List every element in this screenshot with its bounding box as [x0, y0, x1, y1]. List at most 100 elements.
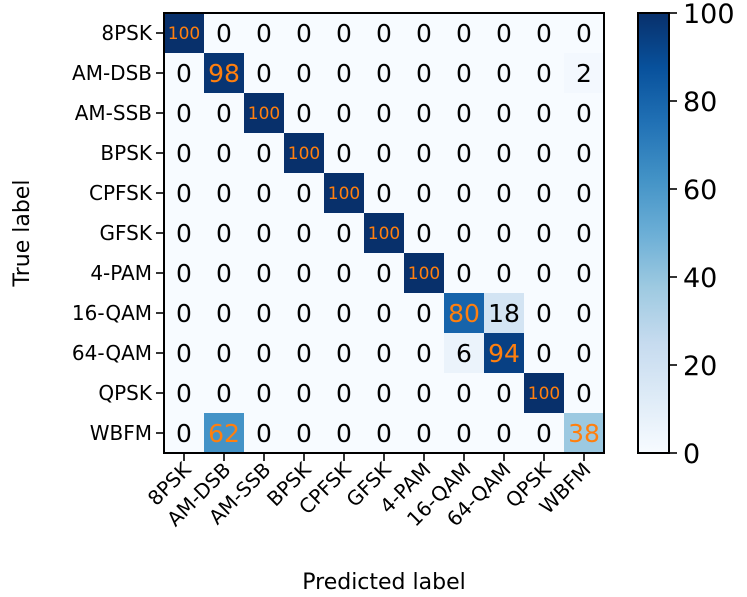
heatmap-cell: [564, 333, 605, 374]
cell-value-label: 0: [416, 339, 432, 368]
cell-value-label: 0: [496, 179, 512, 208]
heatmap-cell: [524, 133, 565, 174]
cell-value-label: 0: [456, 99, 472, 128]
cell-value-label: 0: [576, 139, 592, 168]
cell-value-label: 0: [336, 259, 352, 288]
heatmap-cell: [364, 93, 405, 134]
cell-value-label: 18: [488, 299, 520, 328]
heatmap-cell: [324, 293, 365, 334]
cell-value-label: 0: [216, 179, 232, 208]
cell-value-label: 0: [416, 379, 432, 408]
heatmap-cell: [164, 53, 205, 94]
heatmap-cell: [164, 293, 205, 334]
cell-value-label: 0: [536, 219, 552, 248]
heatmap-cell: [444, 333, 485, 374]
heatmap-cell: [404, 173, 445, 214]
x-axis-label: Predicted label: [302, 570, 465, 595]
heatmap-cell: [564, 133, 605, 174]
cell-value-label: 0: [376, 259, 392, 288]
heatmap-cell: [324, 213, 365, 254]
heatmap-cell: [404, 293, 445, 334]
cell-value-label: 0: [536, 339, 552, 368]
heatmap-cell: [284, 133, 325, 174]
heatmap-cell: [564, 413, 605, 454]
cell-value-label: 0: [336, 19, 352, 48]
heatmap-cell: [324, 53, 365, 94]
cell-value-label: 0: [416, 299, 432, 328]
cell-value-label: 0: [336, 139, 352, 168]
cell-value-label: 0: [496, 19, 512, 48]
cell-value-label: 0: [456, 19, 472, 48]
heatmap-cell: [284, 13, 325, 54]
cell-value-label: 0: [496, 139, 512, 168]
cell-value-label: 0: [296, 419, 312, 448]
colorbar-tick-label: 20: [683, 351, 717, 382]
heatmap-cell: [364, 333, 405, 374]
heatmap-cell: [524, 333, 565, 374]
cell-value-label: 0: [376, 59, 392, 88]
heatmap-cell: [484, 373, 525, 414]
cell-value-label: 0: [256, 379, 272, 408]
heatmap-cell: [284, 253, 325, 294]
heatmap-cell: [444, 413, 485, 454]
heatmap-cell: [244, 413, 285, 454]
cell-value-label: 0: [496, 59, 512, 88]
heatmap-cell: [204, 173, 245, 214]
cell-value-label: 0: [416, 139, 432, 168]
cell-value-label: 0: [376, 339, 392, 368]
y-tick-label: 64-QAM: [72, 341, 152, 365]
heatmap-cell: [404, 333, 445, 374]
heatmap-cell: [444, 133, 485, 174]
cell-value-label: 0: [176, 379, 192, 408]
colorbar-tick-label: 80: [683, 87, 717, 118]
heatmap-cell: [364, 53, 405, 94]
heatmap-cell: [164, 133, 205, 174]
cell-value-label: 0: [216, 19, 232, 48]
heatmap-cell: [204, 413, 245, 454]
heatmap-cell: [524, 373, 565, 414]
cell-value-label: 0: [536, 419, 552, 448]
heatmap-cell: [484, 213, 525, 254]
cell-value-label: 0: [296, 339, 312, 368]
heatmap-cell: [484, 413, 525, 454]
y-tick-label: CPFSK: [89, 181, 153, 205]
heatmap-cell: [484, 173, 525, 214]
cell-value-label: 0: [576, 299, 592, 328]
heatmap-cell: [324, 93, 365, 134]
heatmap-cell: [484, 253, 525, 294]
cell-value-label: 0: [256, 299, 272, 328]
cell-value-label: 0: [216, 139, 232, 168]
cell-value-label: 0: [416, 19, 432, 48]
matrix-cells: [164, 13, 605, 454]
heatmap-cell: [364, 173, 405, 214]
cell-value-label: 0: [336, 379, 352, 408]
cell-value-label: 98: [208, 59, 240, 88]
heatmap-cell: [564, 93, 605, 134]
cell-value-label: 0: [336, 99, 352, 128]
heatmap-cell: [484, 13, 525, 54]
cell-value-label: 0: [256, 419, 272, 448]
cell-value-label: 0: [376, 179, 392, 208]
heatmap-cell: [404, 133, 445, 174]
heatmap-cell: [244, 213, 285, 254]
y-tick-label: AM-DSB: [72, 61, 152, 85]
cell-value-label: 0: [176, 179, 192, 208]
colorbar: [637, 12, 670, 454]
cell-value-label: 0: [416, 419, 432, 448]
heatmap-cell: [284, 53, 325, 94]
cell-value-label: 0: [216, 339, 232, 368]
cell-value-label: 0: [376, 19, 392, 48]
heatmap-cell: [364, 133, 405, 174]
heatmap-cell: [244, 333, 285, 374]
cell-value-label: 0: [296, 99, 312, 128]
heatmap-cell: [444, 253, 485, 294]
cell-value-label: 0: [376, 139, 392, 168]
cell-value-label: 100: [288, 144, 320, 164]
heatmap-cell: [484, 93, 525, 134]
heatmap-cell: [244, 53, 285, 94]
cell-value-label: 0: [576, 179, 592, 208]
heatmap-cell: [284, 333, 325, 374]
heatmap-cell: [524, 413, 565, 454]
heatmap-cell: [244, 173, 285, 214]
cell-value-label: 100: [368, 224, 400, 244]
